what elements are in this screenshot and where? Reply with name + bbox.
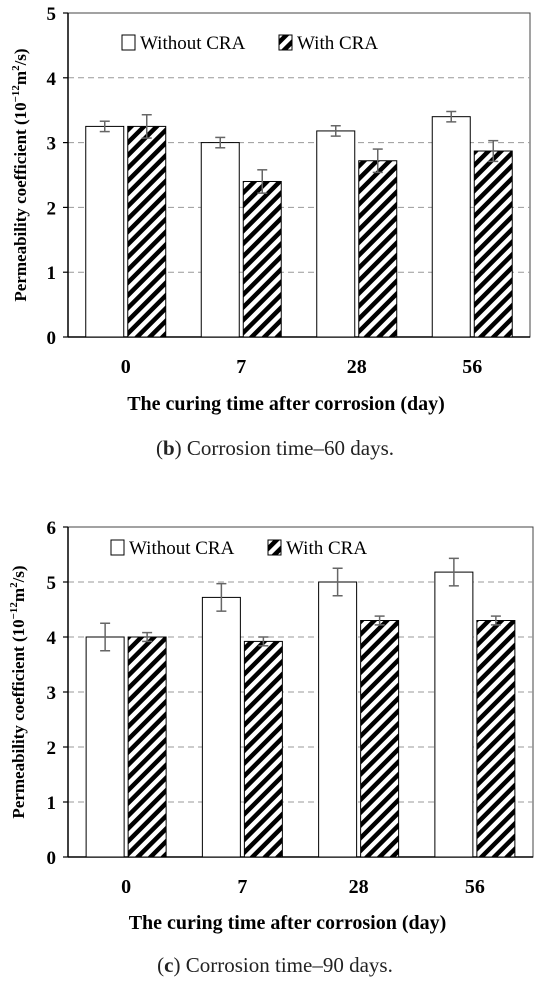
y-tick-label: 3 [47,134,57,155]
bar-without-cra [200,142,240,338]
caption-c: (c) Corrosion time–90 days. [157,953,393,977]
y-tick-label: 4 [47,628,57,649]
y-tick-label: 3 [47,683,57,704]
caption-b: (b) Corrosion time–60 days. [155,436,394,460]
y-axis-title-part: /s) [9,565,28,583]
bar-without-cra [318,581,358,858]
bar-with-cra [127,636,167,858]
x-axis-title: The curing time after corrosion (day) [127,393,445,415]
bar-without-cra [431,116,471,338]
x-tick-label: 56 [462,356,482,378]
x-tick-label: 56 [465,876,485,898]
y-axis-title-part: /s) [11,48,30,66]
x-tick-label: 28 [347,356,367,378]
y-axis-title-superscript: 2 [10,65,22,71]
y-tick-label: 1 [47,793,57,814]
chart-panel-c: 0 1 2 3 4 5 6 0 7 28 56 The curing time after corro… [0,508,550,993]
bar-without-cra [85,636,125,858]
x-tick-label: 28 [349,876,369,898]
legend-label: With CRA [297,33,378,54]
bar-with-cra [476,620,516,858]
legend: Without CRA With CRA [121,33,378,54]
bar-without-cra [85,125,125,338]
x-axis-title: The curing time after corrosion (day) [129,912,447,934]
legend-label: Without CRA [140,33,246,54]
y-axis-title-part: m [9,588,28,602]
y-tick-label: 5 [47,4,57,25]
bar-without-cra [434,571,474,858]
x-tick-label: 0 [121,876,131,898]
y-axis-title-part: Permeability coefficient (10 [11,102,30,301]
y-axis-title: Permeability coefficient (10−12m2/s) [10,48,30,301]
bar-with-cra [127,125,167,338]
legend: Without CRA With CRA [110,538,367,559]
x-tick-label: 7 [237,876,247,898]
legend-label: With CRA [286,538,367,559]
y-axis-title-part: Permeability coefficient (10 [9,619,28,818]
legend-swatch [121,34,136,51]
y-tick-label: 2 [47,738,57,759]
bar-with-cra [360,620,400,858]
bar-chart-b: 0 1 2 3 4 5 0 7 28 56 The curing time after corros… [10,4,531,415]
y-axis-title: Permeability coefficient (10−12m2/s) [8,565,28,818]
x-tick-label: 0 [121,356,131,378]
x-tick-label: 7 [236,356,246,378]
legend-swatch [110,539,125,556]
y-tick-label: 1 [47,263,57,284]
y-tick-label: 0 [47,328,57,349]
legend-swatch [278,34,293,51]
chart-panel-b: 0 1 2 3 4 5 0 7 28 56 The curing time after corros… [0,0,550,490]
legend-label: Without CRA [129,538,235,559]
y-tick-label: 4 [47,69,57,90]
y-axis-title-superscript: 2 [8,582,20,588]
legend-swatch [267,539,282,556]
caption-text: Corrosion time–60 days. [186,436,394,460]
y-tick-label: 6 [47,518,57,539]
y-tick-label: 0 [47,848,57,869]
caption-letter: b [162,436,175,460]
caption-text: Corrosion time–90 days. [185,953,393,977]
bar-without-cra [316,130,356,338]
caption-letter: c [164,953,174,977]
y-axis-title-superscript: −12 [10,85,22,103]
bar-with-cra [473,150,513,338]
y-axis-title-part: m [11,71,30,85]
bar-with-cra [243,640,283,858]
bar-with-cra [242,180,282,338]
bar-with-cra [358,160,398,338]
bar-without-cra [201,596,241,858]
y-tick-label: 2 [47,198,57,219]
y-axis-title-superscript: −12 [8,602,20,620]
y-tick-label: 5 [47,573,57,594]
